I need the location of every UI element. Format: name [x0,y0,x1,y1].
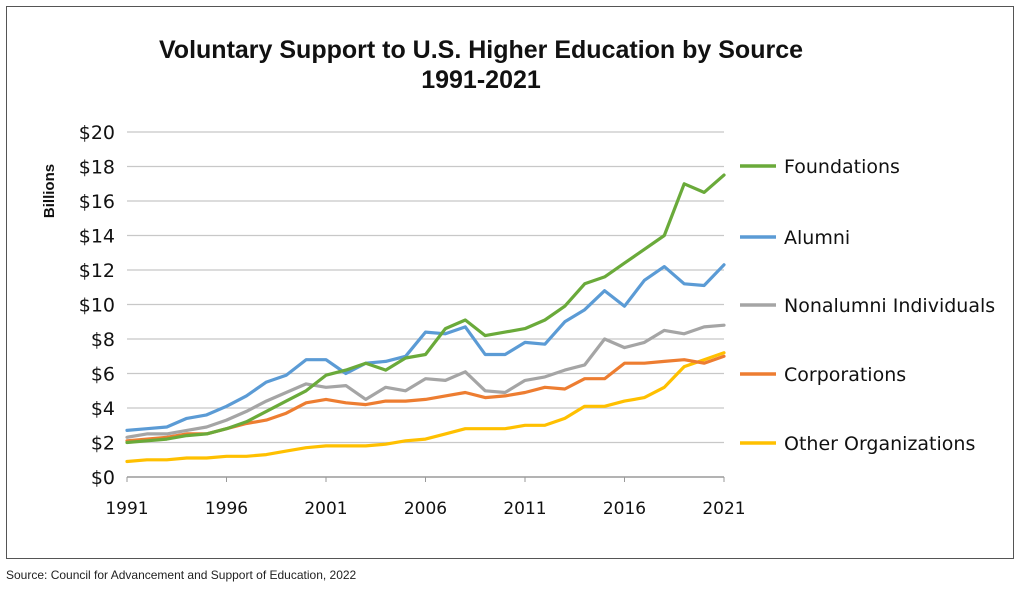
y-tick-label: $0 [91,467,115,489]
gridlines [127,131,724,478]
chart-frame: Voluntary Support to U.S. Higher Educati… [6,6,1014,559]
x-tick-label: 2016 [603,499,646,519]
source-note: Source: Council for Advancement and Supp… [6,568,357,582]
y-tick-label: $2 [91,433,115,455]
x-tick-label: 2011 [503,499,546,519]
legend-label: Corporations [784,364,906,386]
y-tick-label: $14 [79,226,115,248]
x-tick-label: 2001 [304,499,347,519]
y-tick-label: $18 [79,157,115,179]
y-tick-labels: $0 $2 $4 $6 $8 $10 $12 $14 $16 $18 $20 [79,122,115,489]
y-tick-label: $20 [79,122,115,144]
legend-label: Nonalumni Individuals [784,295,995,317]
series-line-nonalumni-individuals [125,323,726,439]
legend-label: Foundations [784,156,900,178]
x-tick-label: 1996 [205,499,248,519]
series-line-alumni [125,263,726,432]
x-tick-label: 2021 [702,499,745,519]
y-axis-label: Billions [41,164,58,218]
x-tick-label: 2006 [404,499,447,519]
chart-subtitle: 1991-2021 [421,66,541,94]
legend-label: Alumni [784,227,850,249]
y-tick-label: $12 [79,260,115,282]
legend: Foundations Alumni Nonalumni Individuals Co… [740,156,995,455]
y-tick-label: $16 [79,191,115,213]
x-tick-label: 1991 [105,499,148,519]
y-tick-label: $4 [91,398,115,420]
legend-label: Other Organizations [784,433,975,455]
series-lines [125,173,726,464]
y-tick-label: $8 [91,329,115,351]
line-chart: Voluntary Support to U.S. Higher Educati… [41,36,995,519]
series-line-foundations [125,173,726,445]
x-tick-labels: 1991 1996 2001 2006 2011 2016 2021 [105,477,746,519]
chart-title: Voluntary Support to U.S. Higher Educati… [159,36,803,64]
y-tick-label: $10 [79,295,115,317]
y-tick-label: $6 [91,364,115,386]
series-line-other-organizations [125,351,726,464]
